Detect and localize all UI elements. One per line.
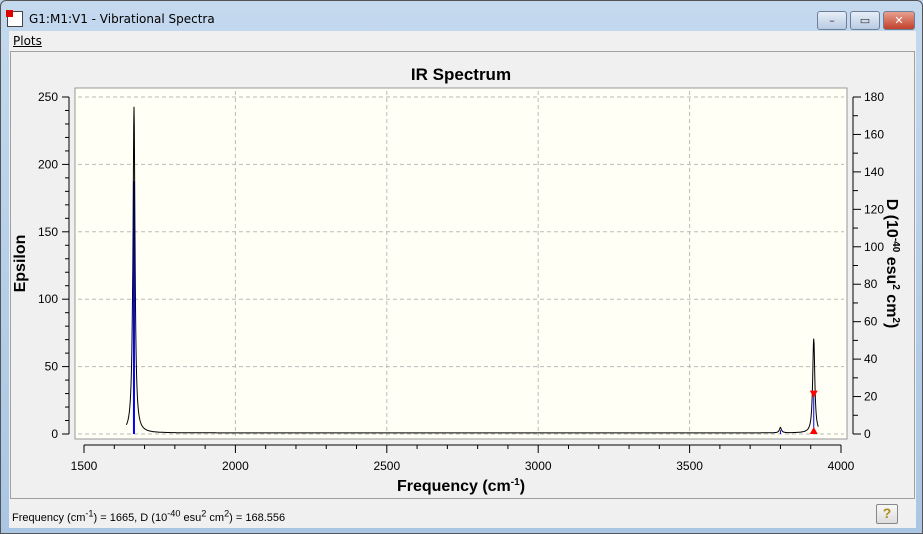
plot-area bbox=[74, 87, 848, 440]
spectrum-line bbox=[125, 106, 819, 434]
y2-tick-label: 140 bbox=[864, 165, 884, 179]
title-bar: G1:M1:V1 - Vibrational Spectra bbox=[6, 9, 215, 29]
menu-plots-label: Plots bbox=[13, 34, 42, 48]
y2-tick-label: 60 bbox=[864, 315, 878, 329]
status-bar: Frequency (cm-1) = 1665, D (10-40 esu2 c… bbox=[9, 501, 916, 528]
minimize-button[interactable]: – bbox=[817, 11, 847, 30]
y-tick-label: 250 bbox=[38, 90, 58, 104]
app-icon bbox=[6, 10, 23, 27]
y-tick-label: 50 bbox=[45, 360, 59, 374]
y-tick-label: 0 bbox=[51, 427, 58, 441]
x-tick-label: 2000 bbox=[222, 459, 249, 473]
y2-tick-label: 120 bbox=[864, 202, 884, 216]
y-tick-label: 200 bbox=[38, 157, 58, 171]
y2-tick-label: 180 bbox=[864, 90, 884, 104]
close-button[interactable]: ✕ bbox=[883, 11, 915, 30]
x-tick-label: 3000 bbox=[525, 459, 552, 473]
y2-tick-label: 0 bbox=[864, 427, 871, 441]
marker-bottom bbox=[809, 427, 818, 434]
y2-tick-label: 160 bbox=[864, 127, 884, 141]
y2-tick-label: 40 bbox=[864, 352, 878, 366]
y-axis-label: Epsilon bbox=[12, 235, 29, 293]
marker-top bbox=[809, 390, 818, 398]
window-title: G1:M1:V1 - Vibrational Spectra bbox=[29, 12, 215, 26]
chart-title: IR Spectrum bbox=[411, 65, 511, 84]
x-tick-label: 1500 bbox=[71, 459, 98, 473]
y2-tick-label: 100 bbox=[864, 240, 884, 254]
y-tick-label: 100 bbox=[38, 292, 58, 306]
status-text: Frequency (cm-1) = 1665, D (10-40 esu2 c… bbox=[12, 508, 286, 524]
y2-axis-label: D (10-40 esu2 cm2) bbox=[883, 199, 901, 329]
maximize-button[interactable]: ▭ bbox=[850, 11, 880, 30]
help-button[interactable]: ? bbox=[876, 504, 898, 524]
y2-tick-label: 80 bbox=[864, 277, 878, 291]
x-tick-label: 2500 bbox=[373, 459, 400, 473]
client-area: Plots IR Spectrum 1500 2000 2500 3000 3500 400… bbox=[9, 31, 916, 528]
x-axis-label: Frequency (cm-1) bbox=[397, 477, 525, 495]
y-tick-label: 150 bbox=[38, 225, 58, 239]
y2-tick-label: 20 bbox=[864, 390, 878, 404]
menu-plots[interactable]: Plots bbox=[13, 34, 42, 48]
x-tick-label: 4000 bbox=[828, 459, 855, 473]
menu-bar: Plots bbox=[9, 31, 916, 51]
plot-panel: IR Spectrum 1500 2000 2500 3000 3500 4000 0 50 10… bbox=[10, 51, 915, 499]
x-tick-label: 3500 bbox=[676, 459, 703, 473]
